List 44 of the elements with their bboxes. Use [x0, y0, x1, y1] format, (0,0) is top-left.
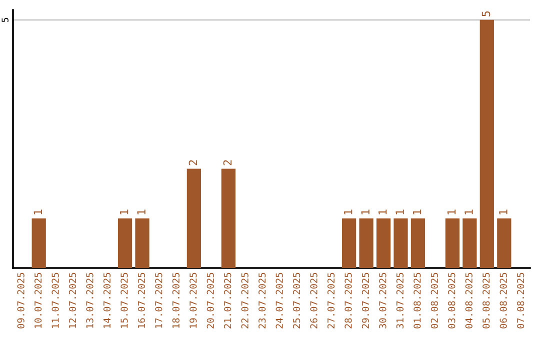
x-tick-label: 18.07.2025 [172, 272, 180, 328]
x-tick-label: 14.07.2025 [103, 272, 111, 328]
data-label: 1 [137, 210, 146, 214]
x-tick-label: 19.07.2025 [190, 272, 197, 328]
data-label: 1 [361, 210, 370, 214]
data-label: 1 [499, 210, 508, 214]
x-tick-label: 11.07.2025 [52, 272, 59, 328]
x-tick-label: 07.08.2025 [517, 272, 524, 328]
x-tick-label: 17.07.2025 [155, 272, 162, 328]
x-tick-label: 25.07.2025 [292, 272, 300, 328]
x-tick-label: 20.07.2025 [206, 272, 214, 328]
x-tick-label: 05.08.2025 [482, 272, 490, 328]
x-tick-label: 27.07.2025 [327, 272, 335, 328]
x-tick-label: 12.07.2025 [68, 272, 76, 328]
x-tick-label: 28.07.2025 [344, 272, 352, 328]
x-tick-label: 29.07.2025 [362, 272, 370, 328]
x-tick-label: 06.08.2025 [500, 272, 507, 328]
data-label: 1 [412, 210, 422, 214]
x-tick-label: 15.07.2025 [120, 272, 128, 328]
x-tick-label: 03.08.2025 [448, 272, 456, 328]
data-label: 1 [34, 210, 42, 214]
data-label: 2 [223, 160, 232, 166]
data-label: 2 [188, 160, 198, 166]
data-label: 1 [344, 210, 352, 214]
x-tick-label: 21.07.2025 [224, 272, 232, 328]
x-tick-label: 30.07.2025 [379, 272, 386, 328]
data-label: 1 [378, 210, 387, 214]
data-label: 1 [396, 210, 404, 214]
x-tick-label: 02.08.2025 [430, 272, 438, 328]
x-tick-label: 23.07.2025 [258, 272, 266, 328]
x-tick-label: 16.07.2025 [138, 272, 146, 328]
data-label: 1 [120, 210, 128, 214]
x-tick-label: 26.07.2025 [310, 272, 318, 328]
x-tick-label: 09.07.2025 [17, 272, 24, 328]
x-tick-label: 31.07.2025 [396, 272, 404, 328]
x-tick-label: 24.07.2025 [276, 272, 283, 328]
data-label: 1 [464, 210, 473, 214]
data-label: 5 [482, 11, 490, 16]
x-tick-label: 10.07.2025 [34, 272, 42, 328]
x-tick-label: 04.08.2025 [465, 272, 472, 328]
x-tick-label: 22.07.2025 [241, 272, 248, 328]
data-label: 1 [447, 210, 456, 214]
x-tick-label: 01.08.2025 [414, 272, 421, 328]
x-tick-label: 13.07.2025 [86, 272, 94, 328]
